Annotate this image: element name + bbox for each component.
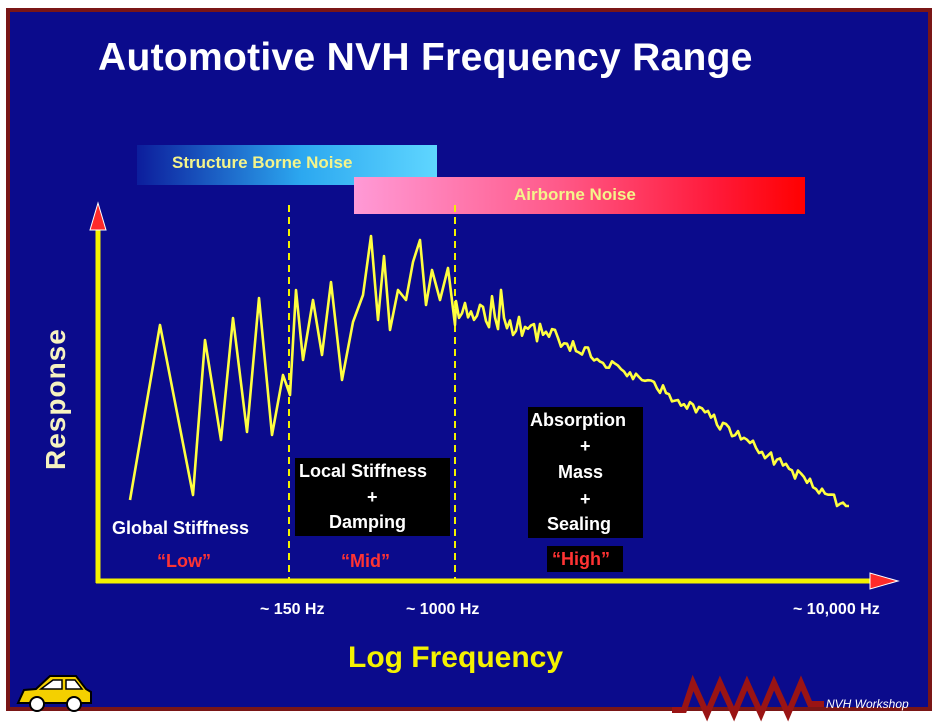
mid-region-line1: Local Stiffness xyxy=(299,461,428,481)
response-curve xyxy=(128,234,849,508)
y-axis-arrow xyxy=(89,201,107,231)
high-region-line2: Mass xyxy=(558,462,604,482)
high-region-plus1: + xyxy=(580,436,591,456)
tick-label-1000hz: ~ 1000 Hz xyxy=(406,601,480,618)
high-region-plus2: + xyxy=(580,489,591,509)
mid-region-plus: + xyxy=(367,487,378,507)
x-axis-label: Log Frequency xyxy=(348,641,564,674)
airborne-band: Airborne Noise xyxy=(354,177,805,214)
slide-background xyxy=(6,8,932,711)
high-tag-box xyxy=(547,546,623,572)
high-region-line1: Absorption xyxy=(530,410,626,430)
tick-label-150hz: ~ 150 Hz xyxy=(260,601,325,618)
airborne-label: Airborne Noise xyxy=(514,185,636,204)
mid-region-tag: “Mid” xyxy=(341,551,390,571)
low-region-label: Global Stiffness xyxy=(112,518,250,538)
footer-text: NVH Workshop xyxy=(826,697,909,711)
low-region-tag: “Low” xyxy=(157,551,211,571)
mid-region-line2: Damping xyxy=(329,512,407,532)
mid-region-box xyxy=(295,458,450,536)
high-region-line3: Sealing xyxy=(547,514,612,534)
tick-label-10000hz: ~ 10,000 Hz xyxy=(793,601,880,618)
spring-icon xyxy=(672,674,824,722)
x-axis-arrow xyxy=(869,572,900,590)
high-region-tag: “High” xyxy=(552,549,610,569)
page-title: Automotive NVH Frequency Range xyxy=(98,36,753,79)
high-region-box xyxy=(528,407,643,538)
structure-borne-label: Structure Borne Noise xyxy=(172,153,353,172)
car-icon xyxy=(16,675,92,712)
